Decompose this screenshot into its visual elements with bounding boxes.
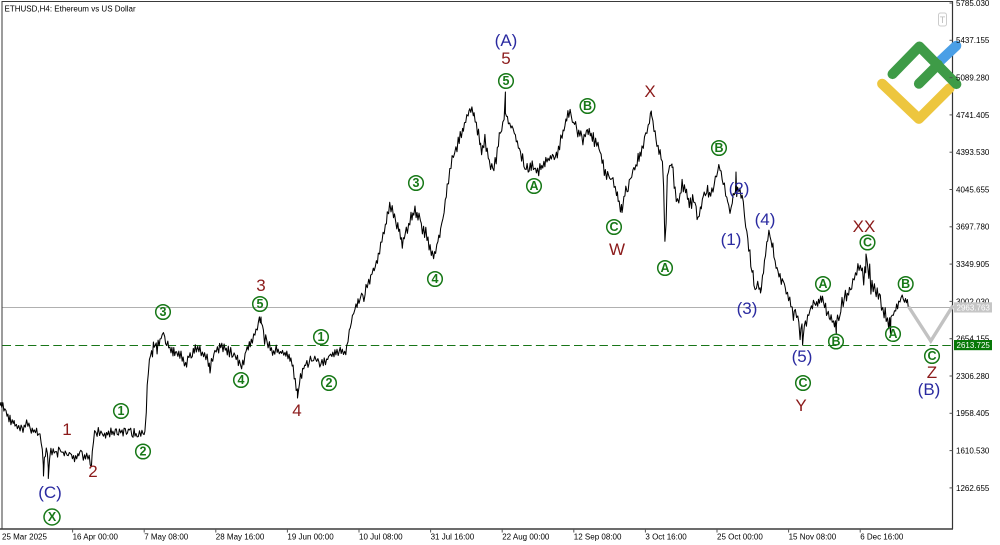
- svg-text:15 Nov 08:00: 15 Nov 08:00: [789, 532, 837, 541]
- svg-text:2: 2: [326, 376, 333, 390]
- svg-text:25 Mar 2025: 25 Mar 2025: [2, 532, 47, 541]
- svg-text:12 Sep 08:00: 12 Sep 08:00: [574, 532, 622, 541]
- svg-text:10 Jul 08:00: 10 Jul 08:00: [359, 532, 403, 541]
- svg-text:1262.655: 1262.655: [956, 484, 990, 493]
- svg-text:2963.763: 2963.763: [957, 304, 991, 313]
- svg-text:X: X: [644, 82, 655, 101]
- svg-text:4: 4: [432, 272, 439, 286]
- svg-text:(5): (5): [792, 347, 813, 366]
- svg-text:3: 3: [256, 276, 265, 295]
- svg-text:Y: Y: [795, 396, 806, 415]
- svg-text:19 Jun 00:00: 19 Jun 00:00: [287, 532, 334, 541]
- svg-text:A: A: [818, 277, 827, 291]
- svg-text:(A): (A): [495, 31, 518, 50]
- svg-text:2613.725: 2613.725: [957, 341, 991, 350]
- svg-text:5: 5: [503, 74, 510, 88]
- svg-text:3697.780: 3697.780: [956, 223, 990, 232]
- svg-text:C: C: [863, 236, 872, 250]
- svg-text:2654.155: 2654.155: [956, 335, 990, 344]
- svg-text:4: 4: [238, 373, 245, 387]
- svg-text:(3): (3): [737, 299, 758, 318]
- svg-text:C: C: [927, 349, 936, 363]
- svg-text:5: 5: [257, 297, 264, 311]
- svg-text:4045.655: 4045.655: [956, 185, 990, 194]
- svg-text:C: C: [609, 220, 618, 234]
- svg-text:B: B: [714, 141, 723, 155]
- svg-text:3349.905: 3349.905: [956, 260, 990, 269]
- svg-text:1: 1: [118, 404, 125, 418]
- svg-text:Z: Z: [927, 363, 937, 382]
- svg-text:B: B: [583, 99, 592, 113]
- svg-text:ETHUSD,H4: Ethereum vs US Dol: ETHUSD,H4: Ethereum vs US Dollar: [5, 4, 136, 13]
- svg-text:3: 3: [160, 305, 167, 319]
- svg-text:T: T: [940, 15, 946, 25]
- svg-text:A: A: [529, 179, 538, 193]
- svg-text:28 May 16:00: 28 May 16:00: [216, 532, 265, 541]
- svg-text:(B): (B): [918, 380, 941, 399]
- svg-text:25 Oct 00:00: 25 Oct 00:00: [717, 532, 763, 541]
- svg-text:B: B: [901, 277, 910, 291]
- svg-text:3: 3: [413, 176, 420, 190]
- svg-text:C: C: [798, 376, 807, 390]
- svg-text:2: 2: [88, 462, 97, 481]
- svg-text:1610.530: 1610.530: [956, 447, 990, 456]
- svg-text:1: 1: [62, 420, 71, 439]
- svg-text:3002.030: 3002.030: [956, 297, 990, 306]
- svg-text:1958.405: 1958.405: [956, 409, 990, 418]
- svg-text:5089.280: 5089.280: [956, 74, 990, 83]
- svg-text:(1): (1): [721, 230, 742, 249]
- svg-text:7 May 08:00: 7 May 08:00: [144, 532, 189, 541]
- svg-text:B: B: [831, 335, 840, 349]
- svg-text:1: 1: [318, 330, 325, 344]
- svg-text:A: A: [660, 261, 669, 275]
- svg-text:16 Apr 00:00: 16 Apr 00:00: [73, 532, 119, 541]
- svg-text:2306.280: 2306.280: [956, 372, 990, 381]
- svg-text:31 Jul 16:00: 31 Jul 16:00: [431, 532, 475, 541]
- svg-text:(2): (2): [729, 179, 750, 198]
- svg-text:6 Dec 16:00: 6 Dec 16:00: [860, 532, 904, 541]
- svg-text:22 Aug 00:00: 22 Aug 00:00: [502, 532, 550, 541]
- svg-text:5: 5: [501, 49, 510, 68]
- svg-text:(C): (C): [38, 483, 62, 502]
- svg-text:3 Oct 16:00: 3 Oct 16:00: [645, 532, 687, 541]
- svg-text:5785.030: 5785.030: [956, 0, 990, 8]
- svg-text:4: 4: [292, 401, 301, 420]
- svg-text:4741.405: 4741.405: [956, 111, 990, 120]
- svg-text:5437.155: 5437.155: [956, 36, 990, 45]
- svg-text:A: A: [888, 327, 897, 341]
- svg-text:X: X: [48, 510, 57, 524]
- svg-text:XX: XX: [853, 217, 876, 236]
- svg-text:W: W: [609, 240, 625, 259]
- svg-text:(4): (4): [755, 210, 776, 229]
- svg-text:4393.530: 4393.530: [956, 148, 990, 157]
- svg-text:2: 2: [140, 445, 147, 459]
